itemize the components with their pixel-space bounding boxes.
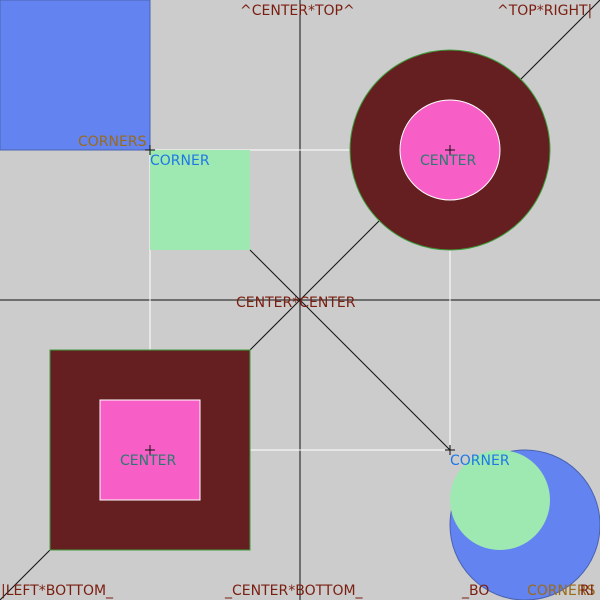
label-right-partial: RI [580, 583, 594, 599]
label-corner-mint-square: CORNER [150, 153, 210, 169]
label-left-bottom: |LEFT*BOTTOM_ [1, 583, 114, 599]
label-center-center: CENTER*CENTER [236, 295, 356, 311]
label-corners-top: CORNERS [78, 134, 147, 150]
label-corner-mint-circle: CORNER [450, 453, 510, 469]
mint-square [150, 150, 250, 250]
cross-marker [445, 445, 455, 455]
label-corners-bottom: CORNERS [527, 583, 596, 599]
label-bottom-partial: _BO [461, 583, 489, 599]
cross-markers [145, 145, 455, 455]
guide-rectangle [149, 149, 451, 451]
cross-marker [445, 145, 455, 155]
cross-marker [145, 145, 155, 155]
cross-marker [145, 445, 155, 455]
label-center-square: CENTER [120, 453, 176, 469]
mint-circle [450, 450, 550, 550]
label-center-bottom: _CENTER*BOTTOM_ [224, 583, 364, 599]
label-center-circle: CENTER [420, 153, 476, 169]
label-top-right: ^TOP*RIGHT| [497, 3, 592, 19]
blue-square [0, 0, 151, 151]
diagonal-down-line [249, 249, 451, 451]
label-center-top: ^CENTER*TOP^ [240, 3, 355, 19]
